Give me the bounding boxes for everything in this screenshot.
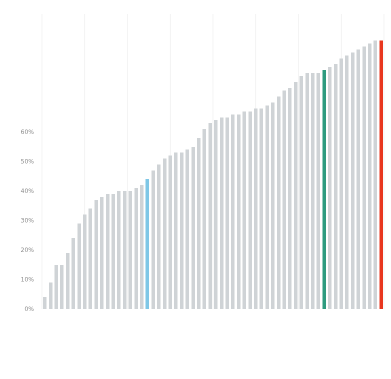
highlighted-bar <box>379 40 383 310</box>
bar <box>310 73 315 309</box>
bar <box>202 129 207 309</box>
bar <box>82 214 87 309</box>
bar <box>71 238 76 309</box>
bar <box>276 96 281 309</box>
bar <box>339 58 344 309</box>
bar <box>293 81 298 309</box>
bar <box>248 111 252 309</box>
bar <box>77 223 81 309</box>
bar <box>316 73 321 309</box>
bar <box>299 75 304 309</box>
bar <box>117 191 121 309</box>
bar <box>179 152 184 309</box>
bar <box>282 90 287 309</box>
y-axis-ticks: 0% 10% 20% 30% 40% 50% 60% <box>21 129 35 313</box>
bar <box>43 297 47 309</box>
bar <box>242 111 247 309</box>
bar <box>367 43 372 309</box>
bar <box>219 117 224 309</box>
y-tick-label: 20% <box>21 247 35 254</box>
y-tick-label: 10% <box>21 277 35 284</box>
grid-layer <box>41 14 385 309</box>
bar <box>231 114 235 309</box>
bar <box>328 67 332 309</box>
bar <box>65 252 70 309</box>
y-tick-label: 60% <box>21 129 35 136</box>
bar <box>60 264 64 309</box>
y-tick-label: 30% <box>21 218 35 225</box>
bar-layer <box>43 40 383 310</box>
bar <box>373 40 378 310</box>
bar <box>111 193 116 309</box>
bar <box>157 164 161 309</box>
bar <box>259 108 264 310</box>
bar <box>122 191 127 309</box>
bar <box>271 102 275 309</box>
bar <box>196 137 201 309</box>
bar <box>105 193 110 309</box>
bar <box>134 188 138 309</box>
bar <box>214 120 218 309</box>
bar <box>100 196 104 309</box>
bar <box>265 105 269 309</box>
bar <box>48 282 53 309</box>
bar <box>345 55 349 309</box>
bar <box>208 123 212 310</box>
bar <box>174 152 178 309</box>
bar <box>54 264 59 309</box>
bar <box>128 191 133 309</box>
bar <box>362 46 366 309</box>
bar <box>151 170 155 309</box>
bar <box>236 114 241 309</box>
y-tick-label: 0% <box>24 306 34 313</box>
bar <box>191 146 195 309</box>
bar <box>94 199 98 309</box>
bar <box>288 87 292 309</box>
bar <box>305 73 309 309</box>
bar <box>253 108 258 310</box>
bar <box>350 52 355 309</box>
bar <box>225 117 230 309</box>
y-tick-label: 50% <box>21 159 35 166</box>
bar <box>139 185 144 309</box>
highlighted-bar <box>145 179 150 309</box>
bar <box>356 49 361 310</box>
bar <box>333 64 338 310</box>
bar <box>185 149 190 309</box>
bar <box>168 155 173 309</box>
highlighted-bar <box>322 70 326 309</box>
bar <box>88 208 93 309</box>
bar <box>162 158 167 309</box>
y-tick-label: 40% <box>21 188 35 195</box>
